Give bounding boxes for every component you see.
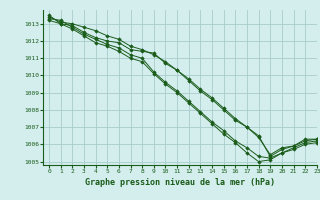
X-axis label: Graphe pression niveau de la mer (hPa): Graphe pression niveau de la mer (hPa) [85, 178, 275, 187]
